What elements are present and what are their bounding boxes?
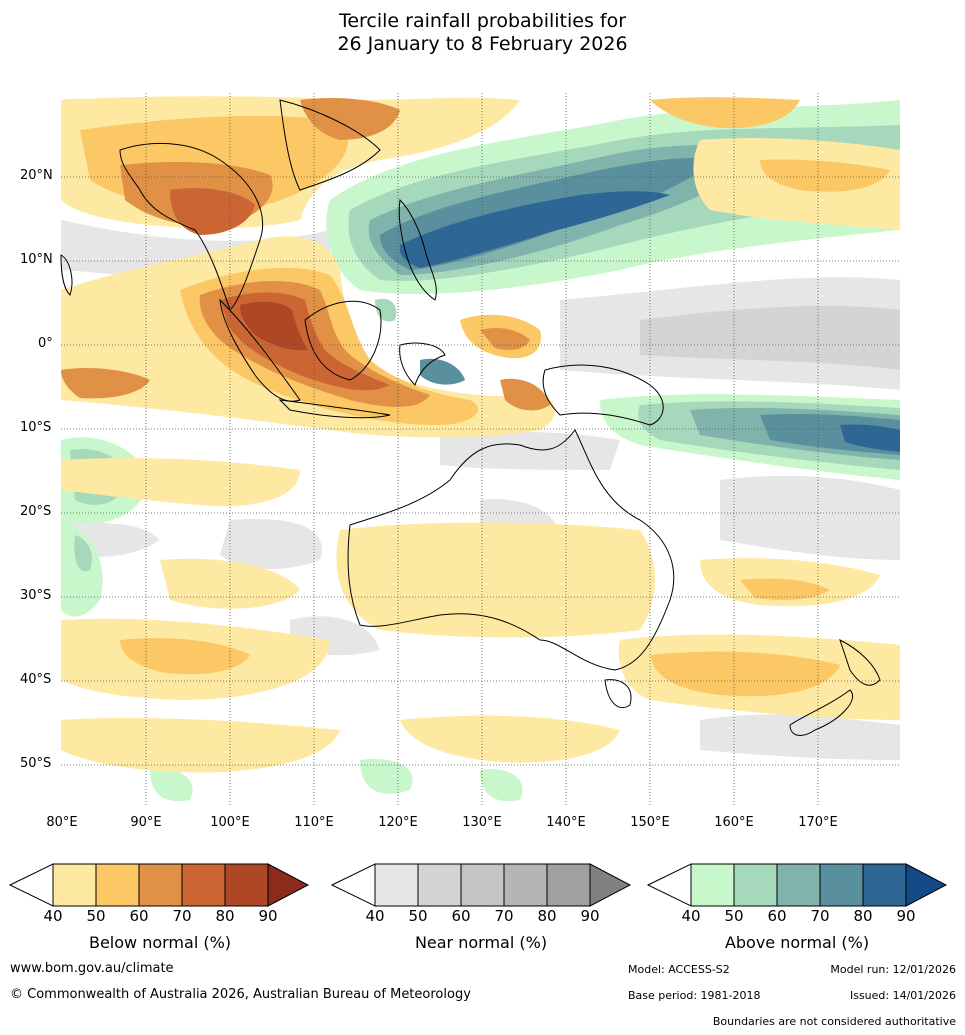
lon-label: 120°E [378, 815, 418, 830]
cb-above-tick: 80 [853, 907, 873, 925]
philippines-coastline [398, 198, 437, 301]
cb-above-tick: 90 [896, 907, 916, 925]
cb-below-seg-1 [52, 863, 97, 907]
sumatra-coastline [219, 298, 301, 402]
cb-below-tick: 60 [129, 907, 149, 925]
cb-above-title: Above normal (%) [724, 933, 870, 952]
copyright: © Commonwealth of Australia 2026, Austra… [10, 987, 471, 1002]
cb-near-seg-0 [330, 863, 376, 907]
cb-below-seg-0 [8, 863, 54, 907]
website-link[interactable]: www.bom.gov.au/climate [10, 961, 174, 976]
title-line-1: Tercile rainfall probabilities for [338, 10, 627, 32]
cb-below-seg-4 [181, 863, 226, 907]
india-coastline [60, 254, 73, 296]
cb-below-seg-6 [267, 863, 310, 907]
colorbar-above [646, 863, 948, 907]
lon-label: 90°E [130, 815, 162, 830]
lat-label: 20°S [20, 504, 52, 519]
cb-near-tick: 90 [580, 907, 600, 925]
lon-label: 160°E [714, 815, 754, 830]
cb-below-tick: 50 [86, 907, 106, 925]
lon-label: 100°E [210, 815, 250, 830]
lon-label: 110°E [294, 815, 334, 830]
sulawesi-coastline [399, 342, 446, 386]
cb-near-seg-5 [546, 863, 591, 907]
colorbar-below [8, 863, 310, 907]
model-run-label: Model run: 12/01/2026 [830, 963, 956, 976]
java-coastline [278, 399, 391, 419]
lat-label: 0° [38, 336, 53, 351]
cb-above-seg-4 [819, 863, 864, 907]
cb-near-seg-3 [460, 863, 505, 907]
cb-above-seg-0 [646, 863, 692, 907]
new-guinea-coastline [542, 364, 664, 426]
cb-below-tick: 70 [172, 907, 192, 925]
lat-label: 10°N [20, 252, 53, 267]
base-period-label: Base period: 1981-2018 [628, 989, 761, 1002]
cb-above-tick: 70 [810, 907, 830, 925]
cb-above-seg-1 [690, 863, 735, 907]
lon-label: 170°E [798, 815, 838, 830]
cb-near-seg-6 [589, 863, 632, 907]
cb-below-seg-2 [95, 863, 140, 907]
cb-near-tick: 80 [537, 907, 557, 925]
cb-below-seg-3 [138, 863, 183, 907]
cb-below-tick: 40 [43, 907, 63, 925]
lat-label: 20°N [20, 168, 53, 183]
lat-label: 50°S [20, 756, 52, 771]
cb-above-seg-6 [905, 863, 948, 907]
cb-near-seg-1 [374, 863, 419, 907]
cb-near-title: Near normal (%) [414, 933, 548, 952]
cb-above-seg-2 [733, 863, 778, 907]
lat-label: 40°S [20, 672, 52, 687]
colorbar-near [330, 863, 632, 907]
coastlines [60, 99, 881, 736]
cb-near-tick: 70 [494, 907, 514, 925]
lon-label: 130°E [462, 815, 502, 830]
gridlines [61, 93, 900, 806]
cb-above-tick: 40 [681, 907, 701, 925]
cb-below-title: Below normal (%) [88, 933, 232, 952]
cb-near-tick: 60 [451, 907, 471, 925]
issued-label: Issued: 14/01/2026 [849, 989, 956, 1002]
southeast-asia-coastline [119, 143, 264, 311]
title-line-2: 26 January to 8 February 2026 [337, 33, 628, 55]
lon-label: 150°E [630, 815, 670, 830]
cb-above-seg-5 [862, 863, 907, 907]
cb-below-tick: 80 [215, 907, 235, 925]
china-coastline [279, 99, 381, 191]
new-zealand-north-coastline [839, 639, 881, 686]
cb-near-seg-4 [503, 863, 548, 907]
lat-label: 10°S [20, 420, 52, 435]
lat-label: 30°S [20, 588, 52, 603]
tasmania-coastline [604, 679, 632, 709]
cb-near-seg-2 [417, 863, 462, 907]
cb-above-tick: 50 [724, 907, 744, 925]
cb-near-tick: 50 [408, 907, 428, 925]
cb-above-tick: 60 [767, 907, 787, 925]
disclaimer: Boundaries are not considered authoritat… [712, 1015, 956, 1028]
chart-title: Tercile rainfall probabilities for 26 Ja… [0, 10, 965, 56]
lon-label: 80°E [46, 815, 78, 830]
australia-coastline [347, 429, 675, 671]
lon-label: 140°E [546, 815, 586, 830]
cb-below-seg-5 [224, 863, 269, 907]
borneo-coastline [304, 300, 382, 381]
new-zealand-south-coastline [789, 689, 853, 736]
model-label: Model: ACCESS-S2 [628, 963, 730, 976]
cb-below-tick: 90 [258, 907, 278, 925]
cb-above-seg-3 [776, 863, 821, 907]
cb-near-tick: 40 [365, 907, 385, 925]
